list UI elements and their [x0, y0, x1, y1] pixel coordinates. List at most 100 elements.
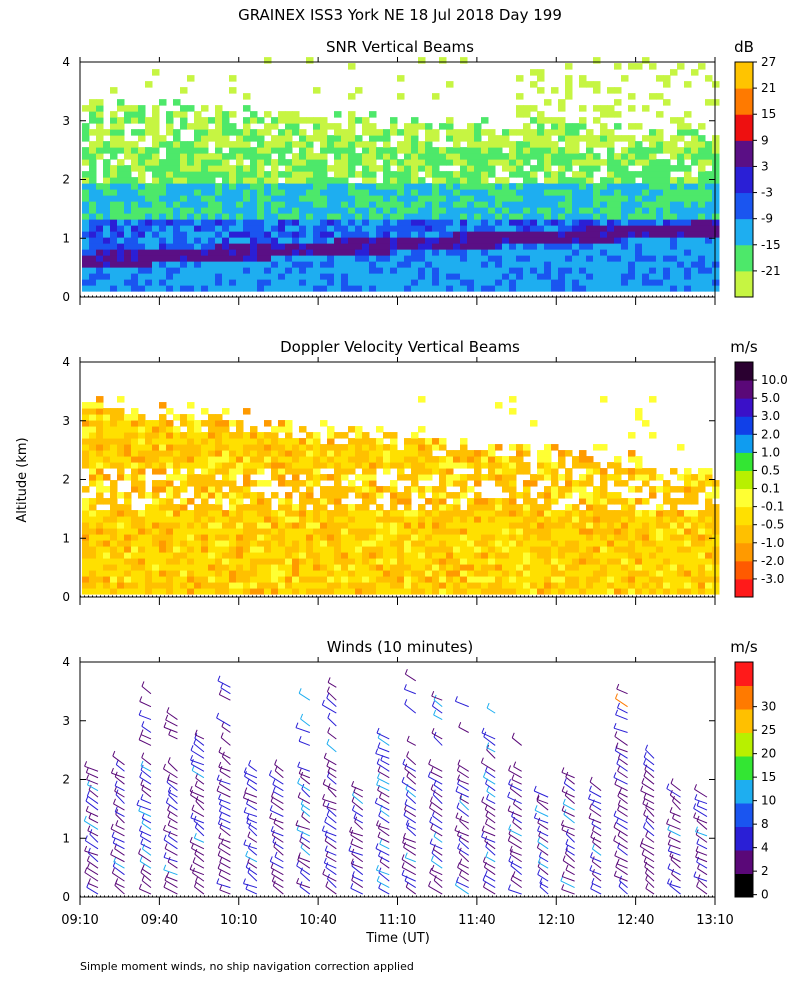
doppler-cell	[390, 480, 398, 487]
doppler-cell	[481, 450, 489, 457]
snr-cell	[341, 213, 349, 220]
snr-cell	[453, 159, 461, 166]
doppler-cell	[152, 444, 160, 451]
snr-cell	[138, 255, 146, 262]
doppler-cell	[418, 546, 426, 553]
snr-cell	[600, 213, 608, 220]
doppler-cell	[236, 462, 244, 469]
doppler-cell	[530, 540, 538, 547]
snr-cell	[285, 177, 293, 184]
doppler-cell	[502, 504, 510, 511]
snr-cell	[215, 225, 223, 232]
snr-cell	[369, 279, 377, 286]
snr-cell	[649, 285, 657, 292]
snr-cell	[229, 273, 237, 280]
doppler-cell	[355, 546, 363, 553]
doppler-cell	[313, 474, 321, 481]
snr-cell	[82, 207, 90, 214]
snr-cell	[243, 231, 251, 238]
doppler-cell	[446, 528, 454, 535]
snr-cell	[264, 147, 272, 154]
doppler-cell	[467, 570, 475, 577]
doppler-cell	[222, 558, 230, 565]
snr-cell	[187, 243, 195, 250]
snr-cell	[530, 171, 538, 178]
snr-cell	[334, 249, 342, 256]
snr-cell	[383, 129, 391, 136]
doppler-cell	[208, 462, 216, 469]
doppler-cell	[166, 432, 174, 439]
doppler-cell	[138, 420, 146, 427]
snr-cell	[544, 129, 552, 136]
doppler-cell	[642, 564, 650, 571]
snr-cell	[481, 225, 489, 232]
snr-cell	[537, 285, 545, 292]
doppler-cell	[565, 570, 573, 577]
snr-cell	[180, 267, 188, 274]
snr-cell	[327, 189, 335, 196]
snr-cell	[250, 213, 258, 220]
snr-cell	[509, 255, 517, 262]
snr-cell	[306, 117, 314, 124]
snr-cell	[299, 195, 307, 202]
snr-cell	[397, 141, 405, 148]
doppler-cell	[404, 504, 412, 511]
doppler-cell	[215, 564, 223, 571]
snr-cell	[684, 225, 692, 232]
doppler-cell	[96, 576, 104, 583]
doppler-cell	[614, 510, 622, 517]
snr-cell	[621, 75, 629, 82]
doppler-cell	[187, 546, 195, 553]
doppler-cell	[243, 450, 251, 457]
doppler-cell	[313, 480, 321, 487]
snr-cell	[558, 189, 566, 196]
snr-cell	[523, 159, 531, 166]
doppler-cell	[271, 576, 279, 583]
snr-cell	[264, 141, 272, 148]
snr-cell	[544, 195, 552, 202]
snr-cell	[565, 153, 573, 160]
doppler-cell	[341, 474, 349, 481]
doppler-cell	[390, 558, 398, 565]
doppler-cell	[691, 582, 699, 589]
snr-cell	[145, 189, 153, 196]
snr-cell	[481, 267, 489, 274]
snr-cell	[229, 225, 237, 232]
snr-cell	[201, 261, 209, 268]
doppler-cell	[264, 588, 272, 595]
snr-cell	[124, 279, 132, 286]
snr-cell	[250, 279, 258, 286]
snr-cell	[684, 219, 692, 226]
doppler-cell	[621, 570, 629, 577]
snr-cell	[187, 183, 195, 190]
snr-cell	[712, 255, 720, 262]
snr-cell	[173, 129, 181, 136]
doppler-cell	[96, 474, 104, 481]
snr-cell	[334, 261, 342, 268]
snr-cell	[677, 165, 685, 172]
snr-cell	[614, 99, 622, 106]
snr-cell	[453, 267, 461, 274]
snr-cell	[572, 153, 580, 160]
snr-cell	[166, 273, 174, 280]
snr-cell	[271, 243, 279, 250]
snr-cell	[96, 285, 104, 292]
doppler-cell	[383, 528, 391, 535]
snr-cell	[376, 165, 384, 172]
snr-cell	[691, 135, 699, 142]
doppler-cell	[96, 432, 104, 439]
doppler-cell	[264, 558, 272, 565]
snr-cell	[82, 243, 90, 250]
snr-cell	[509, 141, 517, 148]
snr-cell	[124, 249, 132, 256]
doppler-cell	[418, 558, 426, 565]
snr-cell	[411, 213, 419, 220]
snr-cell	[383, 141, 391, 148]
doppler-cell	[530, 522, 538, 529]
wind-barb-flag	[113, 838, 115, 843]
snr-cell	[369, 261, 377, 268]
doppler-cell	[243, 474, 251, 481]
snr-cell	[698, 261, 706, 268]
snr-cell	[481, 207, 489, 214]
colorbar-swatch	[735, 434, 753, 453]
